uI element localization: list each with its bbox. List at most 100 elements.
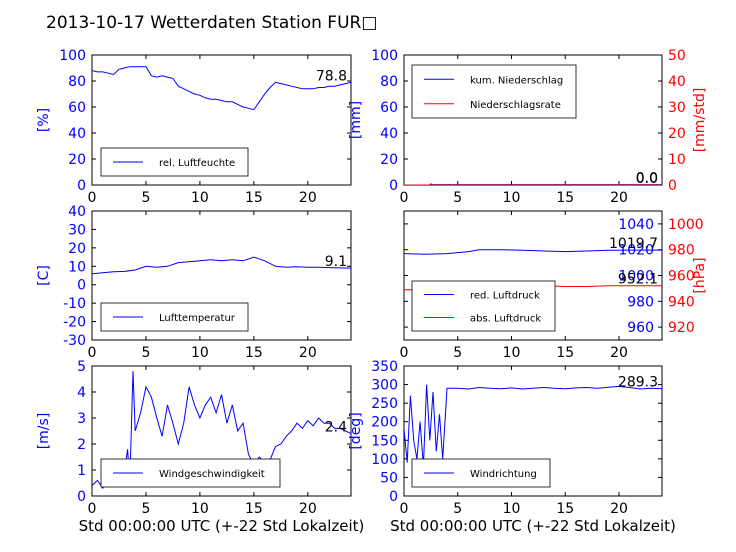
value-annotation-right: 952.1 (618, 272, 658, 288)
x-tick-label: 0 (88, 190, 97, 206)
y-tick-label: -20 (63, 315, 86, 331)
x-tick-label: 0 (400, 345, 409, 361)
value-annotation: 9.1 (325, 254, 347, 270)
y-tick-label: 100 (371, 48, 398, 64)
x-tick-label: 5 (141, 190, 150, 206)
legend-label: abs. Luftdruck (470, 314, 541, 325)
x-tick-label: 10 (503, 190, 521, 206)
legend-label: Niederschlagsrate (470, 100, 561, 111)
y-tick-label: 20 (380, 152, 398, 168)
value-annotation: 289.3 (618, 375, 658, 391)
plot-frame (91, 365, 352, 497)
value-annotation: 2.4 (325, 420, 347, 436)
y-axis-label: [C] (36, 265, 52, 286)
y-tick-label: 60 (68, 100, 86, 116)
y-tick-label-right: 50 (668, 48, 686, 64)
x-tick-label: 15 (245, 190, 263, 206)
y-axis-label: [mm] (348, 101, 364, 139)
series-line (404, 249, 662, 255)
y-tick-label: -10 (63, 296, 86, 312)
x-tick-label: 0 (400, 190, 409, 206)
y-tick-label: 1020 (618, 243, 654, 259)
y-tick-label: 350 (371, 359, 398, 375)
x-tick-label: 15 (556, 501, 574, 517)
series-line (404, 183, 662, 185)
y-tick-label: 0 (389, 489, 398, 505)
y-tick-label: 1000 (618, 269, 654, 285)
y-tick-label: 40 (68, 126, 86, 142)
legend-frame (411, 64, 577, 119)
y-tick-label: 10 (68, 259, 86, 275)
y-tick-label: 0 (77, 489, 86, 505)
series-group (92, 66, 351, 111)
y-axis-label: [deg] (348, 412, 364, 449)
x-tick-label: 15 (245, 345, 263, 361)
value-annotation: 1019.7 (609, 236, 658, 252)
legend-frame (411, 280, 556, 332)
y-tick-label: 960 (627, 320, 654, 336)
x-tick-label: 15 (245, 501, 263, 517)
legend: rel. Luftfeuchte (100, 147, 249, 177)
legend: red. Luftdruck abs. Luftdruck (411, 280, 556, 332)
x-tick-label: 0 (88, 501, 97, 517)
y-tick-label: 40 (380, 126, 398, 142)
x-tick-label: 10 (503, 345, 521, 361)
y-tick-label-right: 960 (668, 269, 695, 285)
y-tick-label-right: 40 (668, 74, 686, 90)
y-tick-label-right: 1000 (668, 217, 704, 233)
series-group (404, 384, 662, 467)
series-line (92, 371, 351, 490)
figure-title: 2013-10-17 Wetterdaten Station FUR□ (46, 13, 377, 33)
y-tick-label: 1040 (618, 217, 654, 233)
y-tick-label-right: 20 (668, 126, 686, 142)
plot-frame (91, 210, 352, 341)
y-tick-label: 20 (68, 241, 86, 257)
y-axis-label-right: [mm/std] (692, 88, 708, 153)
legend: kum. Niederschlag Niederschlagsrate (411, 64, 577, 119)
series-group (92, 256, 351, 275)
legend-label: Windrichtung (470, 469, 537, 480)
y-tick-label: 4 (77, 385, 86, 401)
y-tick-label: 80 (380, 74, 398, 90)
y-tick-label-right: 0 (668, 178, 677, 194)
y-tick-label: 0 (389, 178, 398, 194)
y-tick-label: 50 (380, 470, 398, 486)
x-tick-label: 15 (556, 345, 574, 361)
y-axis-label-right: [hPa] (692, 257, 708, 293)
y-tick-label: 300 (371, 378, 398, 394)
legend-label: Windgeschwindigkeit (159, 469, 265, 480)
y-tick-label: 5 (77, 359, 86, 375)
legend: Lufttemperatur (100, 302, 249, 332)
y-axis-label: [%] (36, 108, 52, 132)
x-tick-label: 20 (610, 345, 628, 361)
x-tick-label: 5 (453, 345, 462, 361)
x-tick-label: 5 (453, 501, 462, 517)
value-annotation: 0.0 (636, 171, 658, 187)
legend-label: red. Luftdruck (470, 291, 540, 302)
y-tick-label-right: 10 (668, 152, 686, 168)
legend: Windgeschwindigkeit (100, 458, 281, 488)
x-tick-label: 15 (556, 190, 574, 206)
y-tick-label: 250 (371, 396, 398, 412)
legend: Windrichtung (411, 458, 551, 488)
x-tick-label: 20 (299, 190, 317, 206)
y-tick-label-right: 30 (668, 100, 686, 116)
y-tick-label: 30 (68, 222, 86, 238)
series-group (92, 371, 351, 490)
y-tick-label: -30 (63, 333, 86, 349)
x-tick-label: 5 (141, 501, 150, 517)
y-tick-label: 0 (77, 278, 86, 294)
value-annotation: 78.8 (316, 68, 347, 84)
x-tick-label: 5 (453, 190, 462, 206)
series-line (92, 256, 351, 275)
y-tick-label: 150 (371, 433, 398, 449)
y-tick-label: 0 (77, 178, 86, 194)
plot-frame (91, 54, 352, 186)
x-axis-label: Std 00:00:00 UTC (+-22 Std Lokalzeit) (390, 517, 676, 535)
y-tick-label: 100 (371, 452, 398, 468)
y-tick-label-right: 980 (668, 243, 695, 259)
chart-panel-1: 0 5 10 15 20 0 20 40 60 80 100 [%] 78.8 rel. Luftfeuc… (36, 48, 352, 206)
x-axis-label: Std 00:00:00 UTC (+-22 Std Lokalzeit) (79, 517, 365, 535)
